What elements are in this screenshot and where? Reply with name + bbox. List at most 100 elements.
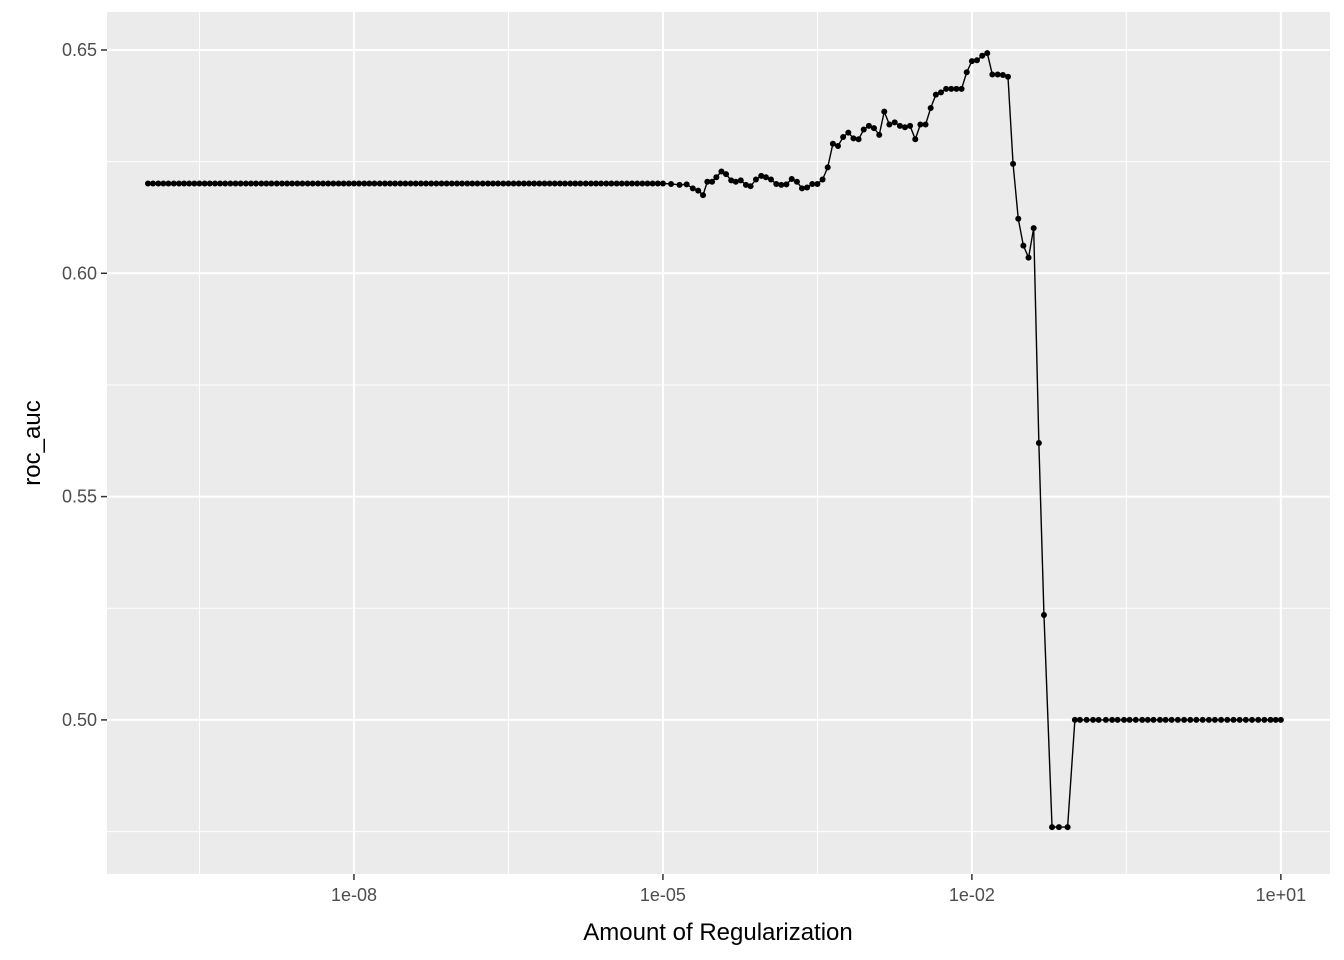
data-point bbox=[953, 85, 960, 92]
data-point bbox=[505, 180, 512, 187]
data-point bbox=[582, 180, 589, 187]
data-point bbox=[381, 180, 388, 187]
data-point bbox=[1211, 716, 1218, 723]
data-point bbox=[1205, 716, 1212, 723]
data-point bbox=[453, 180, 460, 187]
data-point bbox=[299, 180, 306, 187]
data-point bbox=[206, 180, 213, 187]
data-point bbox=[783, 181, 790, 188]
data-point bbox=[989, 71, 996, 78]
data-point bbox=[683, 181, 690, 188]
data-point bbox=[350, 180, 357, 187]
data-point bbox=[263, 180, 270, 187]
data-point bbox=[536, 180, 543, 187]
data-point bbox=[1132, 716, 1139, 723]
data-point bbox=[773, 180, 780, 187]
data-point bbox=[927, 105, 934, 112]
data-point bbox=[345, 180, 352, 187]
data-point bbox=[603, 180, 610, 187]
data-point bbox=[762, 174, 769, 181]
data-point bbox=[289, 180, 296, 187]
data-point bbox=[448, 180, 455, 187]
data-point bbox=[330, 180, 337, 187]
data-point bbox=[397, 180, 404, 187]
minor-gridlines bbox=[107, 12, 1330, 874]
data-point bbox=[819, 176, 826, 183]
data-point bbox=[294, 180, 301, 187]
data-point bbox=[160, 180, 167, 187]
data-point bbox=[531, 180, 538, 187]
data-point bbox=[979, 52, 986, 59]
data-point bbox=[144, 180, 151, 187]
data-point bbox=[1109, 716, 1116, 723]
data-point bbox=[469, 180, 476, 187]
data-point bbox=[700, 192, 707, 199]
data-point bbox=[175, 180, 182, 187]
data-point bbox=[567, 180, 574, 187]
x-tick-label: 1e-08 bbox=[331, 885, 377, 905]
data-point bbox=[1255, 716, 1262, 723]
data-point bbox=[1040, 611, 1047, 618]
data-point bbox=[1030, 225, 1037, 232]
data-point bbox=[304, 180, 311, 187]
data-point bbox=[356, 180, 363, 187]
data-point bbox=[361, 180, 368, 187]
data-point bbox=[376, 180, 383, 187]
data-point bbox=[639, 180, 646, 187]
data-point bbox=[1230, 716, 1237, 723]
data-point bbox=[943, 85, 950, 92]
data-point bbox=[217, 180, 224, 187]
data-point bbox=[284, 180, 291, 187]
data-point bbox=[1004, 73, 1011, 80]
data-point bbox=[598, 180, 605, 187]
data-point bbox=[758, 172, 765, 179]
data-point bbox=[515, 180, 522, 187]
data-point bbox=[1139, 716, 1146, 723]
y-axis-title: roc_auc bbox=[19, 400, 46, 485]
data-point bbox=[737, 177, 744, 184]
data-point bbox=[767, 176, 774, 183]
data-point bbox=[428, 180, 435, 187]
data-point bbox=[1090, 716, 1097, 723]
data-point bbox=[1224, 716, 1231, 723]
data-point bbox=[613, 180, 620, 187]
x-axis-title: Amount of Regularization bbox=[583, 919, 852, 946]
data-point bbox=[644, 180, 651, 187]
data-point bbox=[526, 180, 533, 187]
data-point bbox=[623, 180, 630, 187]
data-point bbox=[855, 136, 862, 143]
data-point bbox=[268, 180, 275, 187]
data-point bbox=[1144, 716, 1151, 723]
data-point bbox=[490, 180, 497, 187]
data-point bbox=[1076, 716, 1083, 723]
data-point bbox=[320, 180, 327, 187]
data-point bbox=[191, 180, 198, 187]
data-point bbox=[211, 180, 218, 187]
data-point bbox=[840, 134, 847, 141]
data-point bbox=[1156, 716, 1163, 723]
data-point bbox=[1095, 716, 1102, 723]
data-point bbox=[433, 180, 440, 187]
data-point bbox=[963, 69, 970, 76]
data-point bbox=[247, 180, 254, 187]
data-point bbox=[510, 180, 517, 187]
data-point bbox=[392, 180, 399, 187]
data-point bbox=[242, 180, 249, 187]
data-point bbox=[1187, 716, 1194, 723]
data-point bbox=[186, 180, 193, 187]
data-point bbox=[629, 180, 636, 187]
data-point bbox=[689, 185, 696, 192]
data-point bbox=[314, 180, 321, 187]
data-point bbox=[608, 180, 615, 187]
data-point bbox=[999, 71, 1006, 78]
y-tick-label: 0.65 bbox=[62, 40, 97, 60]
data-point bbox=[824, 164, 831, 171]
data-point bbox=[1049, 824, 1056, 831]
data-point bbox=[196, 180, 203, 187]
data-point bbox=[227, 180, 234, 187]
data-point bbox=[829, 140, 836, 147]
data-point bbox=[1020, 242, 1027, 249]
data-point bbox=[704, 178, 711, 185]
data-point bbox=[1181, 716, 1188, 723]
